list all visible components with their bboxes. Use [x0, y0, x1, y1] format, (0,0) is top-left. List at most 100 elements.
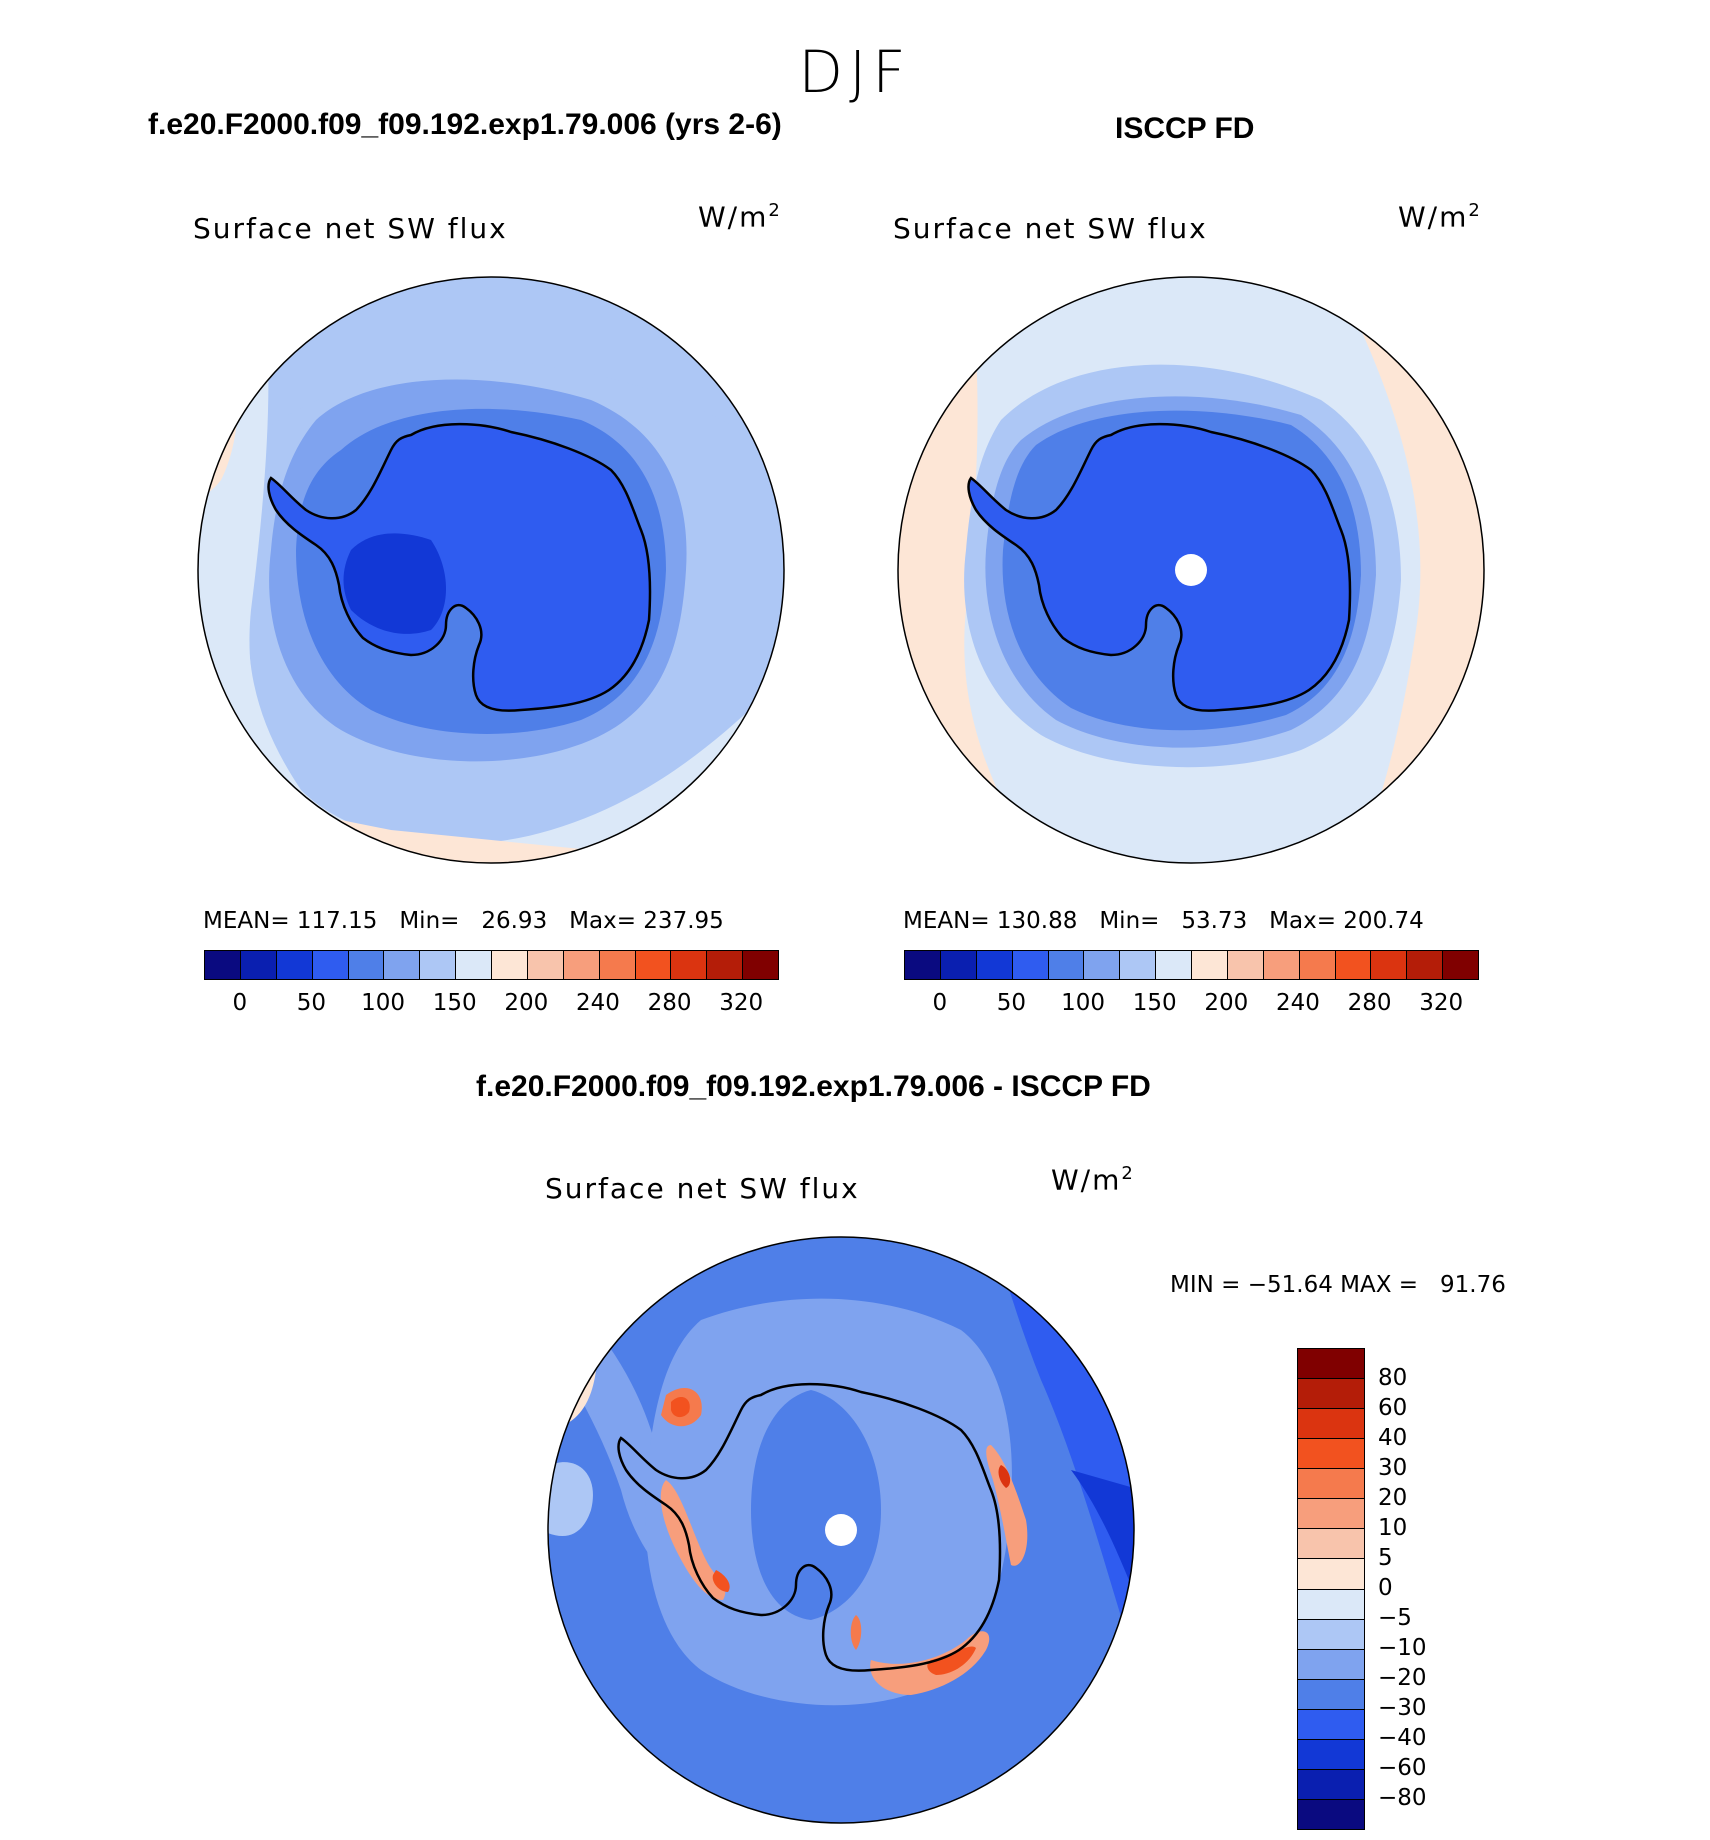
- colorbar-tick-label: 10: [1378, 1515, 1408, 1541]
- colorbar-tick-label: 320: [719, 990, 764, 1016]
- colorbar-tick-label: 50: [996, 990, 1027, 1016]
- diff-colorbar: [1297, 1348, 1365, 1830]
- obs-pole-gap: [1175, 554, 1207, 586]
- colorbar-swatch: [1298, 1529, 1364, 1560]
- colorbar-swatch: [976, 951, 1013, 979]
- diff-stats: MIN = −51.64 MAX = 91.76: [1170, 1272, 1506, 1298]
- obs-panel-title: ISCCP FD: [1115, 112, 1255, 145]
- obs-colorbar: [904, 950, 1479, 980]
- colorbar-swatch: [1298, 1379, 1364, 1410]
- colorbar-swatch: [1298, 1439, 1364, 1470]
- colorbar-tick-label: 60: [1378, 1395, 1408, 1421]
- colorbar-swatch: [1298, 1739, 1364, 1770]
- colorbar-swatch: [276, 951, 313, 979]
- diff-panel-title: f.e20.F2000.f09_f09.192.exp1.79.006 - IS…: [476, 1070, 1151, 1103]
- season-title: DJF: [798, 38, 912, 106]
- obs-polar-map: [897, 276, 1485, 864]
- colorbar-swatch: [1443, 951, 1478, 979]
- colorbar-tick-label: −20: [1378, 1665, 1427, 1691]
- colorbar-swatch: [563, 951, 600, 979]
- colorbar-swatch: [707, 951, 744, 979]
- colorbar-tick-label: −60: [1378, 1755, 1427, 1781]
- model-units: W/m2: [698, 200, 782, 234]
- colorbar-tick-label: 280: [647, 990, 692, 1016]
- obs-map-border: [897, 276, 1485, 864]
- model-colorbar: [204, 950, 779, 980]
- colorbar-tick-label: 5: [1378, 1545, 1393, 1571]
- diff-pole-gap: [825, 1514, 857, 1546]
- colorbar-swatch: [312, 951, 349, 979]
- colorbar-swatch: [1298, 1589, 1364, 1620]
- colorbar-tick-label: 100: [1061, 990, 1106, 1016]
- colorbar-tick-label: 150: [1132, 990, 1177, 1016]
- model-map-border: [197, 276, 785, 864]
- colorbar-swatch: [1120, 951, 1157, 979]
- colorbar-tick-label: 280: [1347, 990, 1392, 1016]
- colorbar-swatch: [1298, 1769, 1364, 1800]
- colorbar-tick-label: 100: [361, 990, 406, 1016]
- colorbar-tick-label: 30: [1378, 1455, 1408, 1481]
- colorbar-swatch: [599, 951, 636, 979]
- diff-colorbar-labels: 80 60 40 30 20 10 5 0 −5 −10 −20 −30 −40 −60 −80: [1378, 1348, 1458, 1828]
- diff-field-ross-warm: [850, 1615, 862, 1650]
- colorbar-swatch: [1227, 951, 1264, 979]
- colorbar-tick-label: 0: [232, 990, 248, 1016]
- colorbar-swatch: [1012, 951, 1049, 979]
- colorbar-swatch: [905, 951, 941, 979]
- colorbar-tick-label: 50: [296, 990, 327, 1016]
- diff-field-west-warm-spot: [561, 1359, 586, 1398]
- colorbar-swatch: [635, 951, 672, 979]
- colorbar-swatch: [1371, 951, 1408, 979]
- colorbar-tick-label: −10: [1378, 1635, 1427, 1661]
- model-colorbar-labels: 0 50 100 150 200 240 280 320: [204, 990, 777, 1020]
- diff-field-west-coast-warm: [660, 1480, 726, 1600]
- diff-field-peninsula-peak: [671, 1397, 690, 1418]
- model-stats: MEAN= 117.15 Min= 26.93 Max= 237.95: [203, 908, 724, 934]
- colorbar-swatch: [1298, 1799, 1364, 1829]
- colorbar-swatch: [205, 951, 241, 979]
- colorbar-tick-label: 320: [1419, 990, 1464, 1016]
- colorbar-swatch: [527, 951, 564, 979]
- model-field-min-region: [343, 533, 446, 634]
- diff-field-east-coast-peak: [998, 1465, 1011, 1488]
- colorbar-tick-label: 20: [1378, 1485, 1408, 1511]
- model-field-north: [198, 277, 784, 510]
- colorbar-swatch: [1298, 1499, 1364, 1530]
- diff-variable-name: Surface net SW flux: [545, 1172, 860, 1205]
- colorbar-swatch: [1298, 1619, 1364, 1650]
- colorbar-tick-label: 240: [575, 990, 620, 1016]
- colorbar-swatch: [1298, 1559, 1364, 1590]
- colorbar-swatch: [456, 951, 492, 979]
- diff-units: W/m2: [1051, 1163, 1135, 1197]
- colorbar-swatch: [1263, 951, 1300, 979]
- colorbar-tick-label: 40: [1378, 1425, 1408, 1451]
- colorbar-tick-label: 150: [432, 990, 477, 1016]
- colorbar-swatch: [420, 951, 457, 979]
- colorbar-swatch: [743, 951, 778, 979]
- model-panel-title: f.e20.F2000.f09_f09.192.exp1.79.006 (yrs…: [148, 108, 782, 141]
- colorbar-tick-label: 0: [1378, 1575, 1393, 1601]
- model-polar-map: [197, 276, 785, 864]
- diff-field-south-coast-peak: [927, 1646, 976, 1675]
- colorbar-tick-label: 0: [932, 990, 948, 1016]
- colorbar-swatch: [940, 951, 977, 979]
- colorbar-swatch: [348, 951, 385, 979]
- colorbar-swatch: [1298, 1409, 1364, 1440]
- colorbar-tick-label: 200: [1204, 990, 1249, 1016]
- colorbar-tick-label: −5: [1378, 1605, 1412, 1631]
- obs-variable-name: Surface net SW flux: [893, 212, 1208, 245]
- colorbar-swatch: [1298, 1709, 1364, 1740]
- colorbar-swatch: [1156, 951, 1192, 979]
- colorbar-tick-label: 80: [1378, 1365, 1408, 1391]
- colorbar-tick-label: −80: [1378, 1785, 1427, 1811]
- diff-field-east-coast-warm: [986, 1445, 1028, 1566]
- colorbar-swatch: [1299, 951, 1336, 979]
- model-variable-name: Surface net SW flux: [193, 212, 508, 245]
- diff-field-west-light: [548, 1462, 593, 1536]
- obs-colorbar-labels: 0 50 100 150 200 240 280 320: [904, 990, 1477, 1020]
- colorbar-swatch: [1298, 1469, 1364, 1500]
- diff-field-interior: [751, 1390, 881, 1620]
- diff-field-east-min: [1071, 1470, 1134, 1610]
- colorbar-tick-label: 240: [1275, 990, 1320, 1016]
- colorbar-swatch: [240, 951, 277, 979]
